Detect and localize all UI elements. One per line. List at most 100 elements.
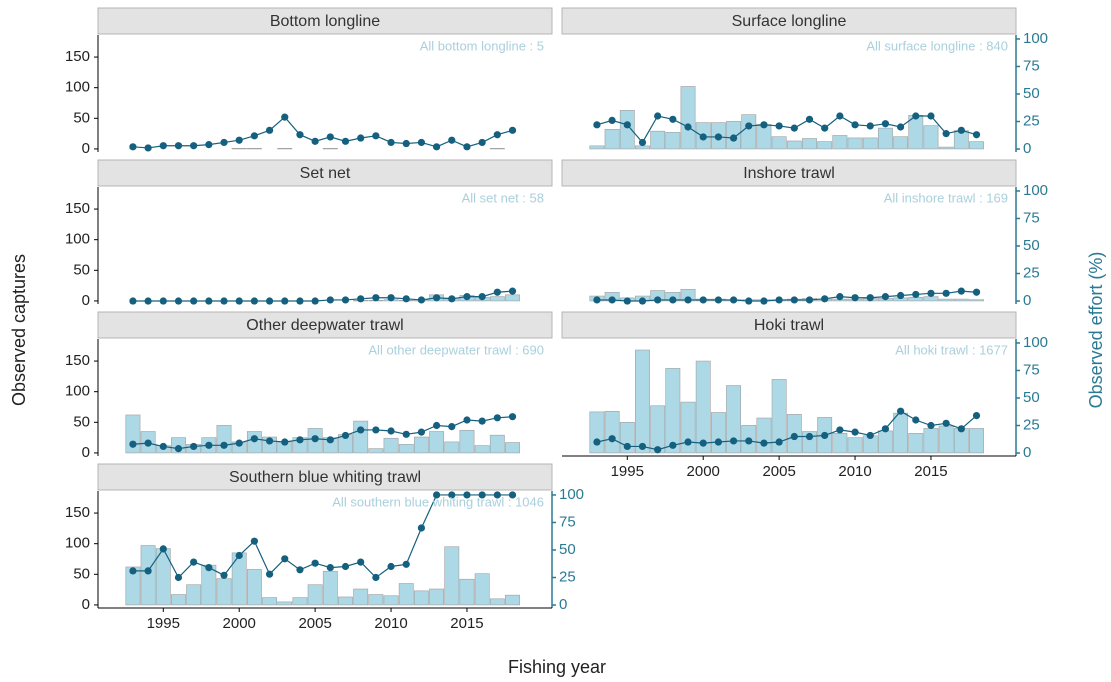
y2-tick-label: 25: [1023, 264, 1040, 281]
effort-point: [821, 431, 829, 440]
effort-point: [372, 294, 380, 302]
effort-point: [433, 294, 441, 302]
effort-point: [417, 524, 426, 532]
y-tick-label: 100: [65, 535, 90, 552]
bar: [231, 552, 247, 606]
effort-point: [433, 421, 441, 430]
effort-point: [508, 491, 517, 499]
bar: [893, 136, 909, 150]
bar: [741, 114, 757, 150]
y2-tick-label: 25: [559, 568, 576, 585]
effort-point: [775, 438, 783, 446]
effort-point: [866, 122, 874, 130]
effort-point: [942, 419, 950, 427]
effort-point: [669, 296, 677, 304]
effort-point: [326, 296, 334, 304]
effort-point: [341, 137, 350, 145]
bar: [969, 299, 984, 302]
bar: [216, 425, 232, 454]
effort-point: [957, 126, 965, 134]
effort-point: [463, 416, 471, 424]
bar: [923, 125, 939, 150]
bar: [277, 601, 293, 606]
bar: [186, 584, 202, 606]
bar: [246, 148, 262, 150]
effort-point: [912, 290, 920, 299]
effort-point: [851, 294, 859, 302]
bar: [923, 296, 939, 302]
x-tick-label: 2015: [450, 615, 483, 632]
effort-point: [927, 421, 935, 430]
effort-point: [296, 131, 304, 139]
y2-axis-title: Observed effort (%): [1086, 252, 1106, 409]
effort-point: [296, 436, 304, 444]
y-tick-label: 100: [65, 383, 90, 400]
effort-point: [775, 296, 783, 304]
bar: [505, 594, 520, 606]
y2-tick-label: 100: [1023, 334, 1048, 351]
effort-point: [174, 297, 183, 305]
effort-point: [851, 121, 859, 129]
y2-tick-label: 75: [559, 513, 576, 530]
effort-point: [220, 297, 228, 305]
effort-point: [144, 144, 152, 152]
x-tick-label: 2005: [298, 615, 331, 632]
bar: [262, 597, 278, 606]
annotation: All hoki trawl : 1677: [895, 342, 1008, 357]
strip: [97, 7, 553, 35]
bar: [771, 379, 787, 454]
effort-point: [729, 134, 738, 142]
effort-point: [508, 126, 517, 134]
bar: [322, 570, 338, 606]
bar: [322, 148, 338, 150]
effort-point: [608, 116, 616, 125]
bar: [353, 588, 369, 606]
effort-point: [372, 426, 380, 434]
y-tick-label: 0: [82, 596, 90, 613]
effort-point: [433, 143, 441, 151]
annotation: All other deepwater trawl : 690: [368, 342, 544, 357]
bar: [969, 141, 984, 150]
effort-point: [638, 138, 647, 147]
bar: [589, 145, 605, 150]
effort-point: [957, 425, 965, 433]
bar: [398, 444, 414, 454]
effort-point: [281, 297, 289, 305]
effort-point: [341, 431, 350, 440]
x-tick-label: 2015: [914, 463, 947, 480]
effort-point: [433, 491, 441, 499]
effort-point: [144, 439, 152, 447]
effort-point: [463, 491, 471, 499]
x-tick-label: 2010: [838, 463, 871, 480]
effort-point: [972, 131, 981, 139]
effort-point: [250, 435, 258, 443]
effort-point: [159, 297, 167, 305]
effort-point: [159, 545, 167, 553]
y-tick-label: 150: [65, 504, 90, 521]
effort-point: [205, 564, 213, 572]
effort-point: [638, 297, 647, 305]
bar: [413, 590, 429, 606]
effort-point: [881, 120, 890, 128]
effort-point: [493, 414, 501, 422]
effort-point: [684, 438, 692, 446]
effort-point: [669, 441, 677, 449]
effort-point: [372, 573, 380, 582]
effort-point: [942, 130, 950, 138]
x-axis-title: Fishing year: [508, 657, 606, 677]
annotation: All inshore trawl : 169: [884, 190, 1008, 205]
effort-point: [341, 296, 350, 304]
effort-point: [205, 141, 213, 149]
bar: [489, 148, 505, 150]
y2-tick-label: 100: [1023, 182, 1048, 199]
bar: [125, 566, 141, 606]
bar: [474, 573, 490, 606]
bar: [650, 405, 666, 454]
effort-point: [942, 289, 950, 297]
effort-point: [972, 288, 981, 296]
effort-point: [608, 296, 616, 304]
effort-point: [957, 287, 965, 295]
panel-title: Surface longline: [732, 13, 847, 30]
bar: [429, 588, 445, 606]
effort-point: [190, 442, 198, 451]
